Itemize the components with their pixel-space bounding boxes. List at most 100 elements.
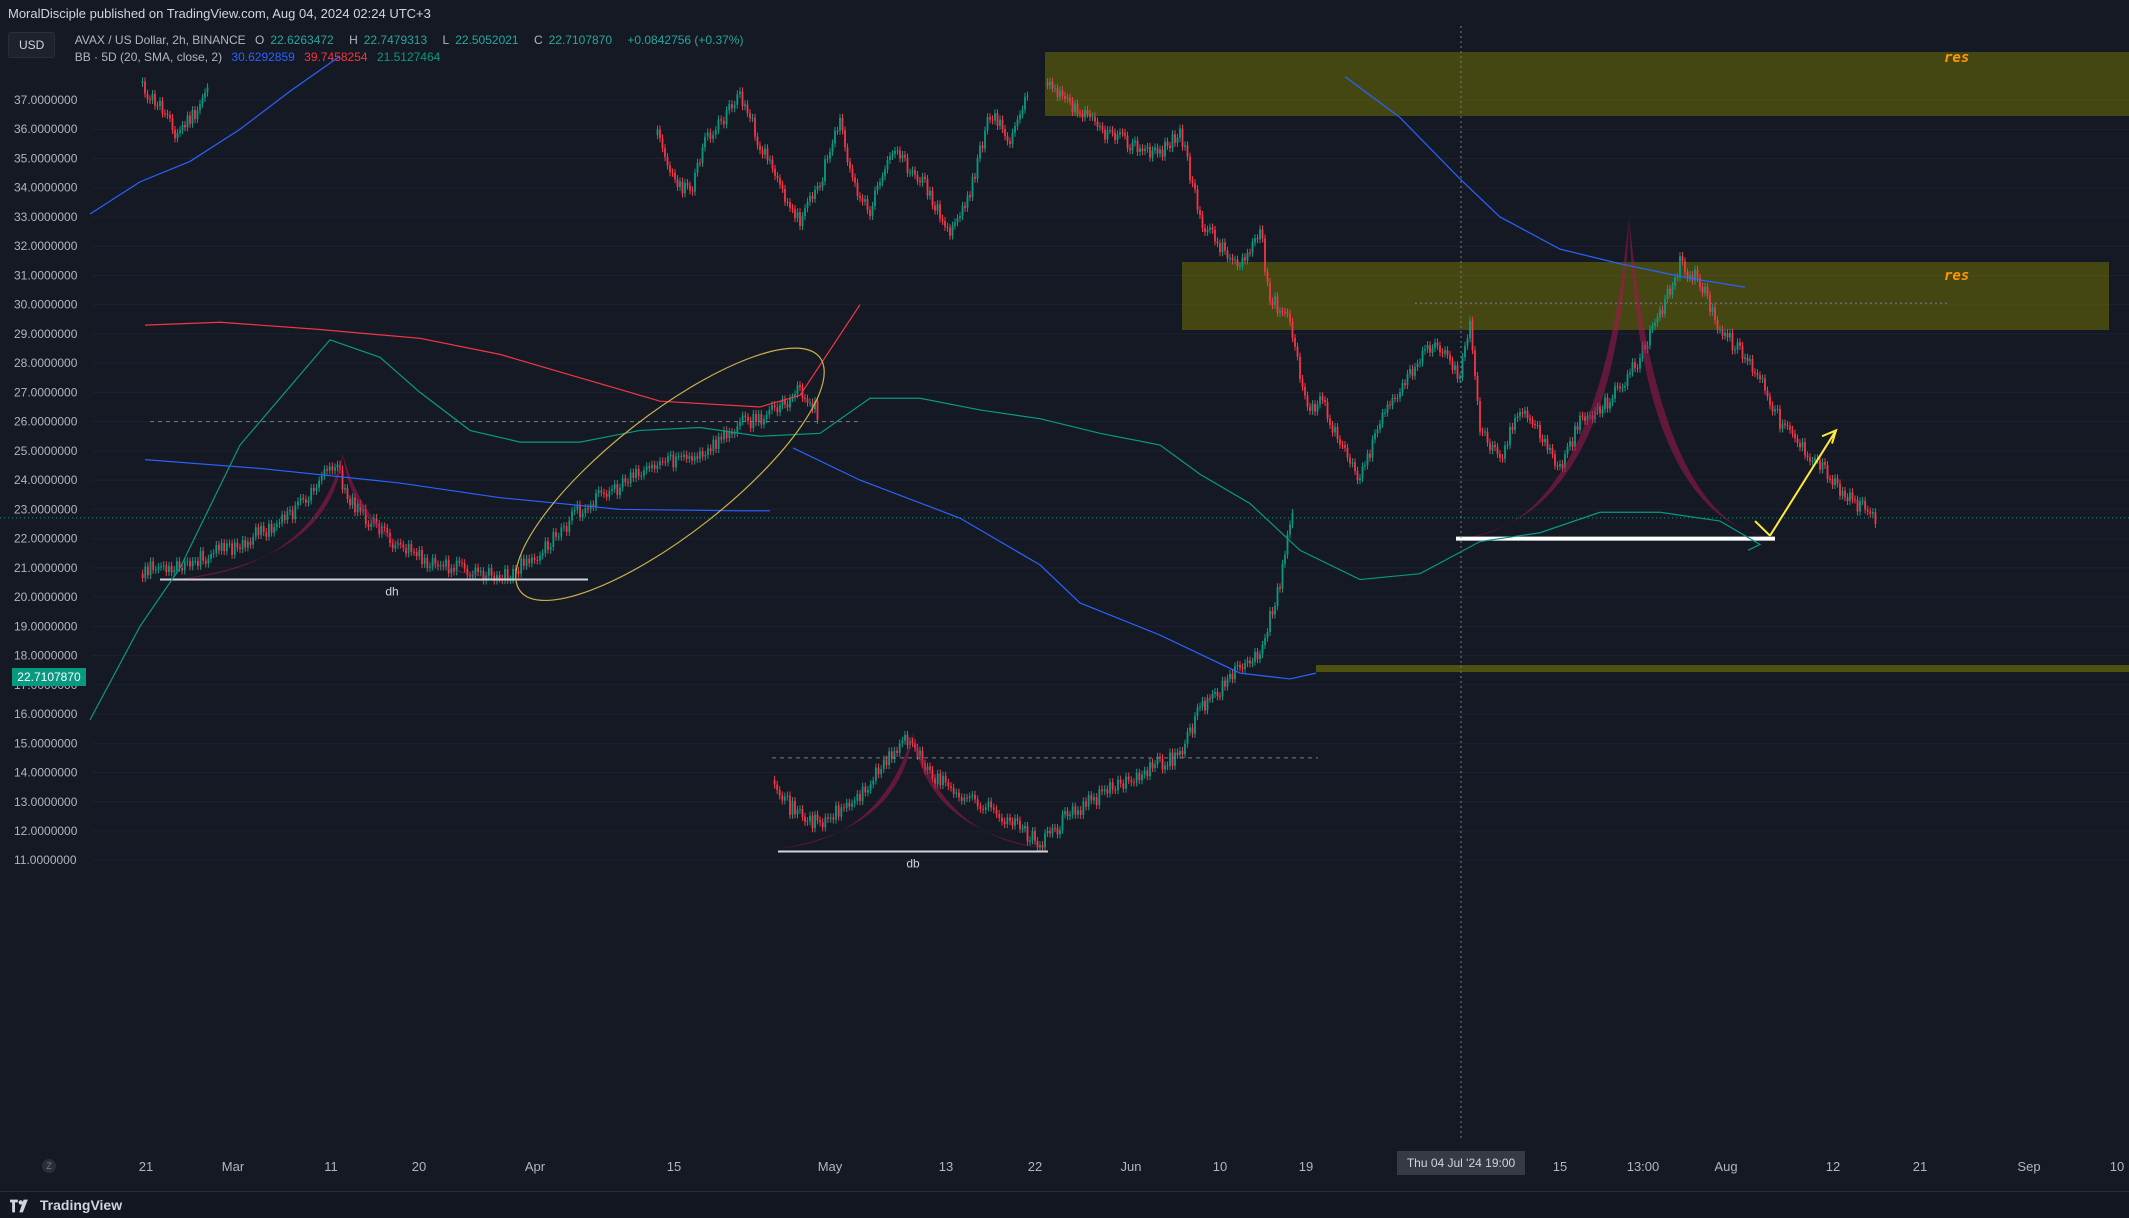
indicator-row[interactable]: BB · 5D (20, SMA, close, 2) 30.6292859 3… [75, 49, 750, 66]
currency-selector-button[interactable]: USD [8, 32, 56, 58]
inset-price-candle [207, 558, 210, 564]
price-candle [821, 181, 824, 187]
price-candle [1081, 113, 1084, 118]
price-chart[interactable]: 37.0000000 36.0000000 35.0000000 34.0000000… [0, 26, 2129, 1141]
price-candle [1626, 374, 1629, 386]
inset-price-candle [579, 504, 581, 518]
inset-price-candle [1171, 752, 1174, 766]
price-candle [886, 159, 889, 170]
inset-price-candle [275, 524, 278, 527]
resistance-zone-middle[interactable] [1182, 262, 2109, 330]
price-candle [904, 155, 906, 158]
inset-price-candle [888, 751, 891, 766]
resistance-zone-top[interactable] [1045, 52, 2129, 116]
resistance-label-top[interactable]: res [1944, 50, 1970, 66]
inset-price-candle [799, 385, 801, 388]
price-candle [1786, 424, 1789, 427]
inset-price-candle [291, 509, 294, 520]
inset-price-candle [731, 431, 733, 435]
price-candle [1844, 490, 1846, 498]
inset-price-candle [204, 560, 207, 564]
price-candle [1766, 390, 1769, 397]
projection-arrow[interactable] [1769, 429, 1837, 537]
price-candle [1134, 140, 1136, 143]
projection-arrow-head[interactable] [1821, 428, 1838, 444]
price-candle [1691, 274, 1694, 281]
price-candle [1666, 288, 1669, 300]
price-candle [819, 186, 821, 188]
price-candle [1801, 442, 1804, 448]
inset-price-candle [1003, 821, 1006, 825]
inset-price-candle [1019, 820, 1021, 829]
zoom-reset-button[interactable]: Z [42, 1159, 56, 1173]
tradingview-logo[interactable]: TradingView [10, 1197, 122, 1213]
price-candle [1351, 462, 1354, 464]
price-candle [919, 180, 921, 183]
support-zone[interactable] [1316, 665, 2129, 672]
price-candle [989, 117, 991, 120]
ellipse-annotation[interactable] [483, 310, 856, 639]
inset-price-candle [450, 568, 453, 574]
projection-arrow-tail[interactable] [1754, 520, 1771, 537]
inset-price-candle [383, 526, 386, 529]
price-candle [786, 202, 789, 204]
inset-price-candle [632, 472, 635, 478]
resistance-label-middle[interactable]: res [1944, 268, 1970, 284]
inset-price-candle [992, 807, 995, 810]
inset-price-candle [265, 532, 268, 537]
price-candle [1809, 457, 1811, 462]
inset-price-candle [741, 415, 744, 422]
price-candle [994, 113, 996, 121]
inset-price-candle [877, 767, 880, 775]
inset-price-candle [485, 575, 488, 581]
price-candle [981, 145, 984, 149]
price-axis-tick: 23.0000000 [14, 502, 78, 516]
inset-price-candle [249, 541, 252, 545]
chart-pane[interactable]: 37.0000000 36.0000000 35.0000000 34.0000000… [0, 26, 2129, 1141]
inset-price-candle [421, 549, 423, 564]
price-candle [1104, 129, 1106, 140]
symbol-description[interactable]: AVAX / US Dollar, 2h, BINANCE [74, 33, 246, 47]
inset-price-candle [843, 807, 845, 809]
inset-price-candle [394, 544, 397, 549]
inset-price-candle [809, 815, 811, 822]
bb-basis-line [89, 55, 341, 215]
inset-price-candle [827, 817, 829, 819]
inset-price-candle [1044, 833, 1046, 848]
inset-price-candle [859, 794, 861, 802]
time-axis[interactable]: Z 21 Mar 11 20 Apr 15 May 13 22 Jun 10 19 15 13:00 Aug… [0, 1141, 2129, 1191]
price-candle [184, 124, 186, 128]
price-candle [1446, 350, 1449, 355]
price-candle [899, 150, 901, 159]
inset-price-candle [525, 558, 528, 566]
inset-price-candle [816, 400, 819, 420]
inset-price-candle [302, 497, 305, 500]
inset-price-candle [635, 468, 637, 478]
indicator-name[interactable]: BB · 5D (20, SMA, close, 2) [74, 50, 223, 64]
price-candle [1616, 386, 1619, 388]
inset-price-candle [796, 809, 799, 815]
price-candle [1141, 148, 1144, 152]
close-label: C [533, 33, 543, 47]
price-candle [1191, 180, 1194, 184]
inset-price-candle [848, 802, 851, 807]
price-candle [1569, 440, 1571, 447]
time-axis-label: 21 [138, 1159, 154, 1174]
inset-price-candle [477, 567, 479, 573]
inset-price-candle [375, 517, 378, 524]
price-candle [1426, 345, 1429, 349]
price-candle [1304, 386, 1306, 396]
inset-price-candle [1154, 764, 1156, 768]
inset-price-candle [1056, 828, 1059, 835]
inset-price-candle [1077, 810, 1079, 815]
price-candle [1176, 137, 1179, 143]
inset-price-candle [811, 815, 814, 829]
price-axis-tick: 21.0000000 [14, 561, 78, 575]
inset-price-candle [1026, 826, 1029, 842]
price-candle [1796, 438, 1799, 444]
price-candle [829, 151, 831, 159]
inset-price-candle [461, 562, 463, 564]
inset-price-candle [1191, 727, 1194, 734]
open-label: O [254, 33, 265, 47]
price-candle [1814, 458, 1816, 461]
